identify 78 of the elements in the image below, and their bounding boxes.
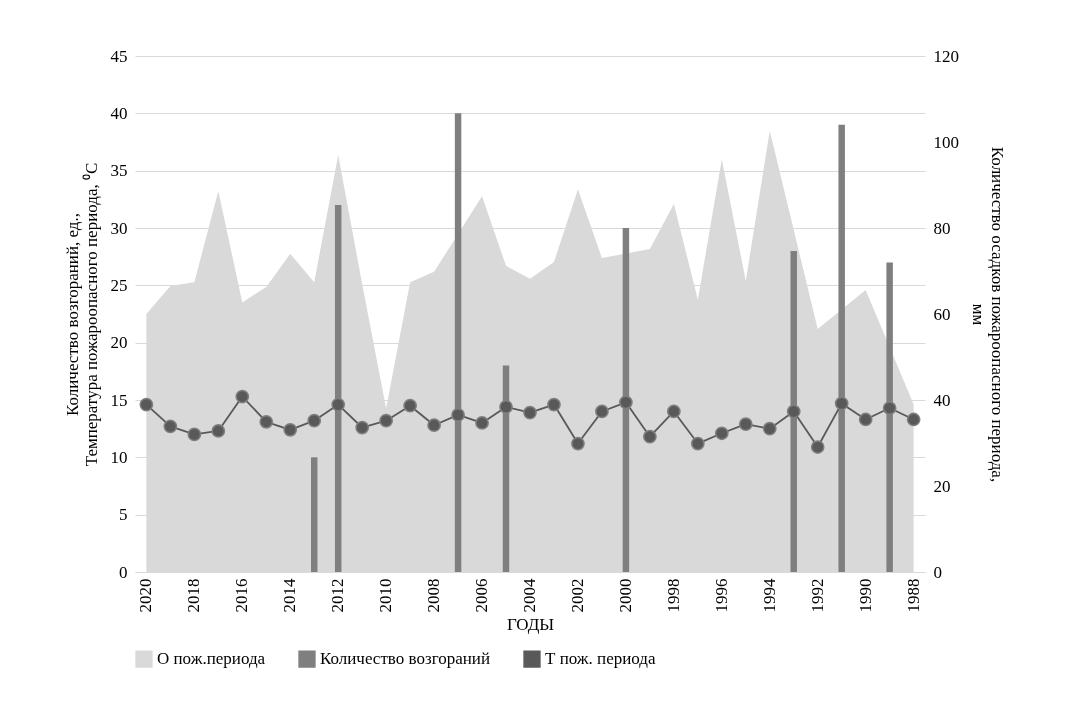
x-tick-label: 2016	[232, 578, 252, 613]
point	[187, 427, 202, 442]
point	[643, 429, 657, 444]
x-tick-label: 2004	[520, 578, 539, 613]
y2-axis-title: Количество осадков пожароопасного периода, мм	[969, 146, 1007, 483]
point	[571, 436, 585, 451]
point	[834, 396, 849, 411]
x-tick-label: 1998	[663, 578, 683, 613]
x-tick-label: 1992	[807, 578, 827, 613]
y2-tick-label: 40	[933, 390, 951, 410]
point	[235, 389, 250, 404]
y-tick-label: 40	[110, 103, 128, 123]
point	[810, 440, 825, 454]
point	[666, 404, 681, 419]
y-tick-label: 0	[119, 562, 128, 582]
x-tick-label: 2020	[136, 578, 156, 613]
point	[403, 398, 417, 413]
point	[882, 401, 897, 415]
x-tick-label: 2018	[184, 578, 204, 613]
point	[523, 405, 537, 420]
bar	[454, 113, 462, 572]
point	[499, 400, 513, 414]
point	[451, 408, 465, 422]
point	[714, 426, 729, 441]
bar	[886, 262, 893, 572]
x-tick-label: 1996	[711, 578, 731, 613]
x-axis-title: ГОДЫ	[506, 614, 555, 634]
point	[283, 422, 298, 437]
point	[211, 424, 226, 438]
x-tick-label: 2006	[472, 578, 492, 613]
point	[163, 419, 178, 434]
y2-tick-label: 120	[933, 46, 959, 66]
x-tick-label: 1988	[903, 578, 923, 613]
point	[355, 420, 370, 435]
point	[475, 416, 489, 430]
point	[690, 436, 705, 451]
x-tick-label: 2010	[376, 578, 396, 613]
y-tick-label: 35	[110, 161, 128, 181]
x-tick-label: 2002	[567, 578, 587, 613]
point	[139, 397, 154, 412]
point	[259, 414, 274, 429]
point	[547, 397, 561, 412]
point	[379, 413, 394, 428]
point	[858, 412, 873, 427]
y-tick-label: 30	[110, 218, 128, 238]
bar	[310, 457, 318, 572]
y-tick-label: 5	[119, 505, 128, 525]
legend-label: Т пож. периода	[545, 649, 656, 669]
point	[786, 404, 801, 419]
y-tick-label: 20	[110, 333, 128, 353]
point	[331, 397, 346, 412]
x-tick-label: 1994	[759, 578, 779, 613]
y-tick-label: 25	[110, 275, 128, 295]
point	[307, 413, 322, 428]
x-tick-label: 2000	[615, 578, 635, 613]
y2-tick-label: 20	[933, 476, 951, 496]
point	[619, 395, 633, 410]
y-tick-label: 45	[110, 46, 128, 66]
bar	[790, 250, 797, 572]
y2-tick-label: 60	[933, 304, 951, 324]
legend-label: О пож.периода	[157, 649, 266, 669]
y-tick-label: 10	[110, 447, 128, 467]
x-tick-label: 2008	[424, 578, 444, 613]
legend-label: Количество возгораний	[320, 649, 491, 669]
point	[738, 417, 753, 431]
point	[906, 412, 921, 427]
point	[595, 404, 609, 419]
x-tick-label: 2012	[328, 578, 348, 613]
bar	[838, 124, 845, 572]
point	[427, 418, 441, 433]
y2-tick-label: 0	[933, 562, 942, 582]
y-axis-title: Количество возгораний, ед., Температура пожароопасного периода, ⁰С	[62, 162, 101, 467]
y2-tick-label: 100	[933, 132, 959, 152]
y-tick-label: 15	[110, 390, 128, 410]
y2-tick-label: 80	[933, 218, 951, 238]
x-tick-label: 2014	[280, 578, 300, 613]
point	[762, 421, 777, 436]
x-tick-label: 1990	[855, 578, 875, 613]
